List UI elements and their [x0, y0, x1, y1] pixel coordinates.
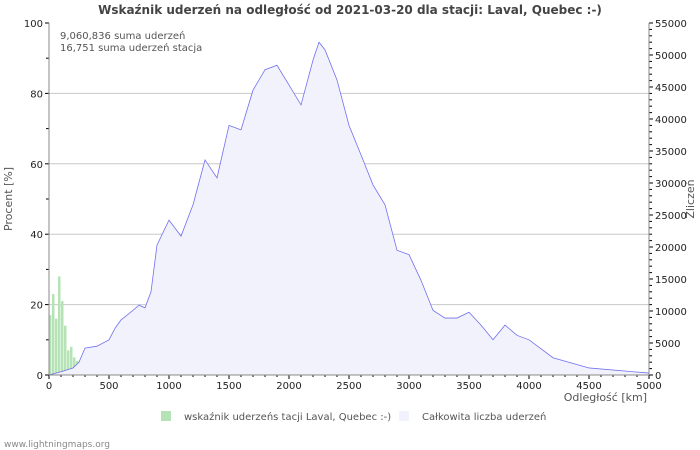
y-left-label: Procent [%] — [2, 167, 15, 231]
y-left-tick-label: 20 — [30, 301, 43, 312]
y-right-tick-label: 45000 — [655, 83, 687, 94]
x-tick-label: 500 — [99, 381, 118, 392]
total-strikes-line — [48, 41, 650, 376]
y-right-tick-label: 10000 — [655, 307, 687, 318]
x-tick-label: 2000 — [276, 381, 301, 392]
legend-swatch-station — [161, 411, 171, 421]
y-right-tick-label: 50000 — [655, 51, 687, 62]
y-right-tick-label: 0 — [655, 371, 661, 382]
y-right-tick-label: 40000 — [655, 115, 687, 126]
station-bar — [61, 301, 64, 375]
y-right-tick-label: 5000 — [655, 339, 680, 350]
legend-swatch-total — [399, 411, 409, 421]
x-label: Odległość [km] — [564, 391, 647, 404]
station-bar — [55, 318, 58, 375]
x-tick-label: 3500 — [456, 381, 481, 392]
x-tick-label: 4500 — [576, 381, 601, 392]
station-bar — [52, 294, 55, 375]
y-right-tick-label: 30000 — [655, 179, 687, 190]
station-bar — [49, 315, 52, 375]
x-tick-label: 4000 — [516, 381, 541, 392]
y-left-tick-label: 80 — [30, 89, 43, 100]
y-left-tick-label: 60 — [30, 160, 43, 171]
station-bar — [64, 325, 67, 375]
y-right-tick-label: 20000 — [655, 243, 687, 254]
legend-label-total: Całkowita liczba uderzeń — [422, 411, 546, 423]
annotation-total: 9,060,836 suma uderzeń — [60, 30, 185, 42]
station-bar — [58, 276, 61, 375]
station-bar — [70, 346, 73, 375]
station-bar — [73, 357, 76, 375]
y-left-tick-label: 100 — [24, 19, 43, 30]
x-tick-label: 1000 — [156, 381, 181, 392]
x-tick-label: 1500 — [216, 381, 241, 392]
x-tick-label: 3000 — [396, 381, 421, 392]
y-right-tick-label: 25000 — [655, 211, 687, 222]
y-right-label: Zliczeń — [684, 179, 697, 218]
footer-link[interactable]: www.lightningmaps.org — [4, 440, 110, 450]
y-right-tick-label: 15000 — [655, 275, 687, 286]
x-tick-label: 2500 — [336, 381, 361, 392]
annotation-station: 16,751 suma uderzeń stacja — [60, 42, 202, 54]
total-strikes-area — [49, 42, 649, 375]
y-right-tick-label: 35000 — [655, 147, 687, 158]
x-tick-label: 5000 — [636, 381, 661, 392]
station-bar — [67, 350, 70, 375]
chart-title: Wskaźnik uderzeń na odległość od 2021-03… — [98, 3, 602, 17]
x-tick-label: 0 — [46, 381, 52, 392]
y-left-tick-label: 0 — [37, 371, 43, 382]
y-right-tick-label: 55000 — [655, 19, 687, 30]
legend-label-station: wskaźnik uderzeńs tacji Laval, Quebec :-… — [184, 411, 391, 423]
y-left-tick-label: 40 — [30, 230, 43, 241]
